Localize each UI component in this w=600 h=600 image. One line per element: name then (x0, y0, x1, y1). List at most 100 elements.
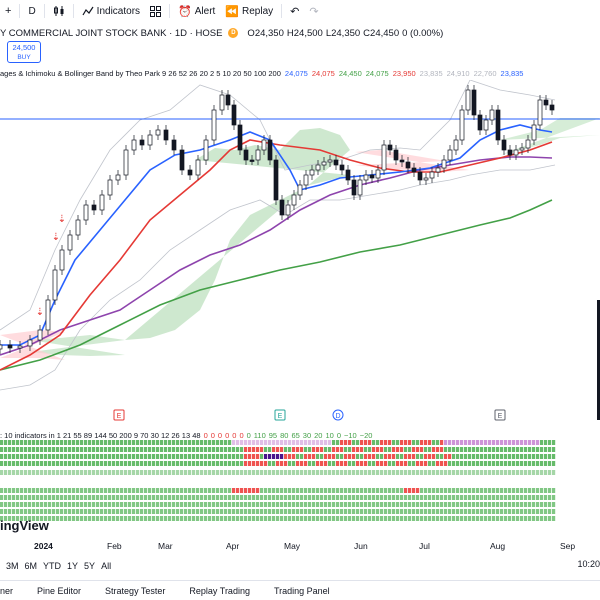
heatmap-cell (268, 509, 272, 514)
range-button-5y[interactable]: 5Y (84, 561, 96, 571)
heatmap-cell (172, 516, 176, 521)
redo-icon[interactable]: ↷ (309, 5, 319, 18)
range-button-3m[interactable]: 3M (6, 561, 19, 571)
bottom-tab[interactable]: Trading Panel (273, 585, 330, 596)
heatmap-cell (92, 447, 96, 452)
time-axis-label: Jun (354, 541, 368, 551)
heatmap-cell (484, 461, 488, 466)
heatmap-cell (352, 502, 356, 507)
heatmap-cell (280, 470, 284, 475)
heatmap-cell (60, 488, 64, 493)
heatmap-cell (444, 495, 448, 500)
range-button-all[interactable]: All (101, 561, 112, 571)
bottom-tab[interactable]: Replay Trading (189, 585, 250, 596)
heatmap-cell (144, 488, 148, 493)
candle-body (453, 139, 459, 151)
heatmap-cell (104, 495, 108, 500)
symbol-name[interactable]: Y COMMERCIAL JOINT STOCK BANK · 1D · HOS… (0, 27, 223, 39)
heatmap-cell (104, 461, 108, 466)
heatmap-cell (220, 470, 224, 475)
heatmap-cell (160, 461, 164, 466)
bottom-tab[interactable]: Strategy Tester (105, 585, 166, 596)
heatmap-cell (352, 495, 356, 500)
heatmap-cell (524, 470, 528, 475)
heatmap-cell (124, 516, 128, 521)
heatmap-cell (476, 461, 480, 466)
candle-body (107, 179, 113, 196)
divider (281, 4, 283, 18)
heatmap-cell (456, 461, 460, 466)
heatmap-cell (292, 516, 296, 521)
ema-long-line (0, 199, 553, 371)
heatmap-cell (4, 461, 8, 466)
heatmap-cell (244, 454, 248, 459)
heatmap-cell (36, 447, 40, 452)
heatmap-cell (272, 509, 276, 514)
alert-button[interactable]: ⏰ Alert (173, 0, 220, 22)
event-marker[interactable]: E (494, 409, 506, 421)
heatmap-cell (204, 502, 208, 507)
tradingview-logo[interactable]: ingView (0, 518, 49, 533)
heatmap-cell (400, 470, 404, 475)
indicators-button[interactable]: Indicators (77, 0, 145, 22)
heatmap-cell (128, 454, 132, 459)
bottom-tab[interactable]: ner (0, 585, 14, 596)
heatmap-cell (404, 502, 408, 507)
heatmap-cell (172, 454, 176, 459)
range-button-6m[interactable]: 6M (24, 561, 38, 571)
heatmap-cell (152, 509, 156, 514)
heatmap-cell (136, 447, 140, 452)
heatmap-cell (0, 516, 4, 521)
range-button-1y[interactable]: 1Y (67, 561, 79, 571)
time-axis[interactable]: 2024 Feb Mar Apr May Jun Jul Aug Sep (0, 538, 600, 554)
interval-button[interactable]: D (28, 5, 36, 17)
replay-button[interactable]: ⏪ Replay (220, 0, 278, 22)
heatmap-cell (164, 454, 168, 459)
add-symbol-icon[interactable]: + (5, 5, 12, 17)
event-marker[interactable]: E (113, 409, 125, 421)
heatmap-cell (220, 495, 224, 500)
event-marker[interactable]: D (332, 409, 344, 421)
heatmap-cell (64, 461, 68, 466)
undo-icon[interactable]: ↶ (290, 5, 300, 18)
heatmap-cell (412, 440, 416, 445)
indicator-legend[interactable]: ages & Ichimoku & Bollinger Band by Theo… (0, 67, 527, 79)
heatmap-cell (416, 470, 420, 475)
heatmap-cell (400, 440, 404, 445)
heatmap-cell (448, 440, 452, 445)
heatmap-cell (252, 454, 256, 459)
indicator-value: 24,075 (311, 68, 335, 78)
heatmap-cell (416, 461, 420, 466)
clock-display[interactable]: 10:20 (577, 559, 600, 569)
heatmap-cell (316, 495, 320, 500)
heatmap-cell (12, 509, 16, 514)
chart-type-candles-icon[interactable] (48, 0, 70, 22)
heatmap-cell (56, 454, 60, 459)
heatmap-cell (48, 495, 52, 500)
heatmap-cell (364, 509, 368, 514)
heatmap-cell (100, 454, 104, 459)
candle-body (99, 194, 105, 211)
heatmap-cell (484, 502, 488, 507)
heatmap-cell (548, 447, 552, 452)
event-marker[interactable]: E (274, 409, 286, 421)
heatmap-cell (100, 470, 104, 475)
bottom-tab[interactable]: Pine Editor (37, 585, 82, 596)
oscillator-legend[interactable]: : 10 indicators in 1 21 55 89 144 50 200… (0, 429, 375, 441)
heatmap-cell (148, 461, 152, 466)
heatmap-cell (112, 516, 116, 521)
buy-button[interactable]: 24,500 BUY (7, 41, 41, 63)
heatmap-cell (112, 470, 116, 475)
price-chart[interactable]: ⇣⇣⇣E E D E (0, 80, 600, 425)
heatmap-cell (520, 461, 524, 466)
heatmap-cell (544, 461, 548, 466)
heatmap-cell (192, 447, 196, 452)
heatmap-cell (240, 454, 244, 459)
range-button-ytd[interactable]: YTD (43, 561, 62, 571)
heatmap-cell (436, 509, 440, 514)
heatmap-cell (340, 454, 344, 459)
heatmap-cell (304, 495, 308, 500)
heatmap-cell (548, 488, 552, 493)
templates-grid-icon[interactable] (145, 0, 166, 22)
price-scale-scrollbar[interactable] (597, 300, 600, 420)
